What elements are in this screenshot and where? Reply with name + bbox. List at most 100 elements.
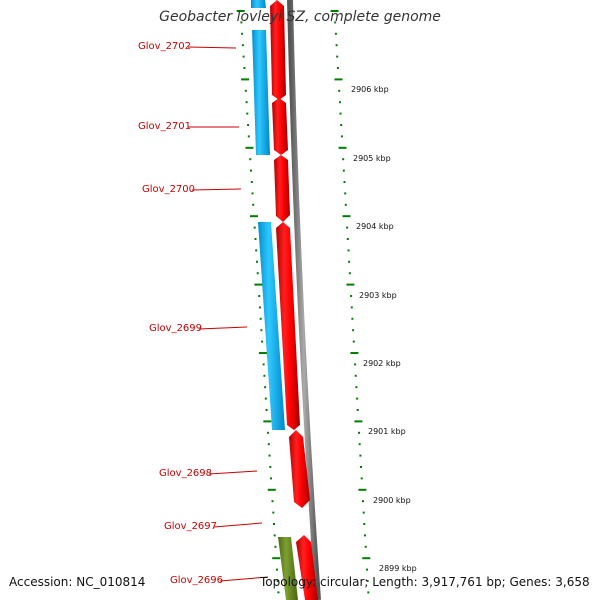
outer-minor-tick [366,580,369,582]
leader-glov-2697 [213,522,263,528]
inner-minor-tick [261,340,264,343]
gene-label-glov-2697[interactable]: Glov_2697 [164,521,218,532]
outer-scale-track [330,10,371,594]
inner-minor-tick [256,260,258,263]
tick-label-2905: 2905 kbp [353,154,391,163]
outer-major-tick [334,78,343,81]
outer-minor-tick [340,124,343,126]
inner-major-tick [250,215,258,218]
inner-minor-tick [264,397,267,400]
map-title: Geobacter lovleyi SZ, complete genome [159,9,441,25]
gene-label-glov-2698[interactable]: Glov_2698 [159,468,213,479]
leader-glov-2699 [198,326,248,330]
outer-minor-tick [351,317,354,320]
leader-glov-2696 [219,576,269,582]
inner-minor-tick [243,67,246,69]
inner-minor-tick [272,511,275,514]
inner-major-tick [272,557,281,560]
outer-minor-tick [336,55,339,58]
tick-label-2901: 2901 kbp [368,427,406,436]
outer-minor-tick [340,135,343,138]
inner-minor-tick [242,55,245,58]
topology-text: Topology: circular; Length: 3,917,761 bp… [260,575,590,589]
inner-minor-tick [250,169,252,172]
gene-label-glov-2701[interactable]: Glov_2701 [138,121,192,132]
outer-minor-tick [350,295,353,297]
inner-minor-tick [262,363,265,366]
outer-minor-tick [360,466,362,468]
outer-minor-tick [362,500,364,503]
outer-major-tick [346,283,355,286]
outer-minor-tick [364,545,367,548]
outer-minor-tick [352,340,355,343]
outer-minor-tick [342,169,345,172]
outer-minor-tick [342,158,345,161]
inner-minor-tick [255,249,258,252]
inner-minor-tick [268,454,271,457]
gene-label-glov-2702[interactable]: Glov_2702 [138,41,192,52]
inner-minor-tick [273,523,275,525]
inner-major-tick [263,420,272,423]
inner-minor-tick [263,374,266,377]
inner-minor-tick [276,580,279,582]
gene-label-glov-2700[interactable]: Glov_2700 [142,184,196,195]
outer-minor-tick [346,226,349,229]
inner-minor-tick [271,500,274,503]
genome-backbone [287,0,321,600]
inner-major-tick [245,146,254,149]
inner-minor-tick [251,192,254,195]
inner-minor-tick [258,306,261,309]
outer-minor-tick [356,397,359,400]
outer-minor-tick [347,249,350,252]
outer-minor-tick [334,21,337,24]
outer-minor-tick [354,374,357,377]
inner-minor-tick [247,135,250,138]
tick-label-2902: 2902 kbp [363,359,401,368]
inner-minor-tick [264,386,267,389]
gene-label-glov-2696[interactable]: Glov_2696 [170,575,224,586]
forward-cds-track [270,0,318,600]
outer-minor-tick [346,238,349,240]
leader-glov-2702 [187,46,237,49]
outer-minor-tick [343,181,346,183]
inner-minor-tick [252,203,255,206]
outer-major-tick [354,420,363,423]
outer-minor-tick [350,306,353,309]
inner-minor-tick [265,409,268,411]
inner-minor-tick [269,466,272,468]
outer-minor-tick [338,89,341,92]
outer-minor-tick [339,112,342,115]
outer-major-tick [350,352,359,354]
inner-major-tick [236,10,245,12]
inner-minor-tick [277,591,280,594]
gene-label-glov-2699[interactable]: Glov_2699 [149,323,203,334]
outer-minor-tick [358,431,360,434]
inner-major-tick [254,283,263,286]
inner-major-tick [267,488,276,491]
outer-minor-tick [336,67,339,69]
inner-minor-tick [250,181,253,183]
outer-minor-tick [362,511,365,514]
leader-glov-2698 [208,470,258,475]
tick-label-2906: 2906 kbp [351,85,389,94]
inner-minor-tick [273,534,276,537]
inner-minor-tick [256,272,259,275]
leader-glov-2700 [191,188,242,191]
inner-minor-tick [254,238,257,240]
inner-major-tick [258,352,267,354]
tick-label-2899: 2899 kbp [379,564,417,573]
inner-minor-tick [267,443,270,446]
outer-minor-tick [354,363,357,366]
outer-major-tick [342,215,351,218]
outer-minor-tick [366,568,368,571]
inner-minor-tick [240,21,243,24]
outer-minor-tick [344,203,347,206]
inner-minor-tick [276,568,278,571]
inner-minor-tick [259,317,262,320]
outer-minor-tick [359,454,362,457]
outer-minor-tick [338,101,341,104]
cds-glov-2699-block [258,222,285,430]
outer-minor-tick [364,534,366,537]
inner-minor-tick [241,44,244,47]
